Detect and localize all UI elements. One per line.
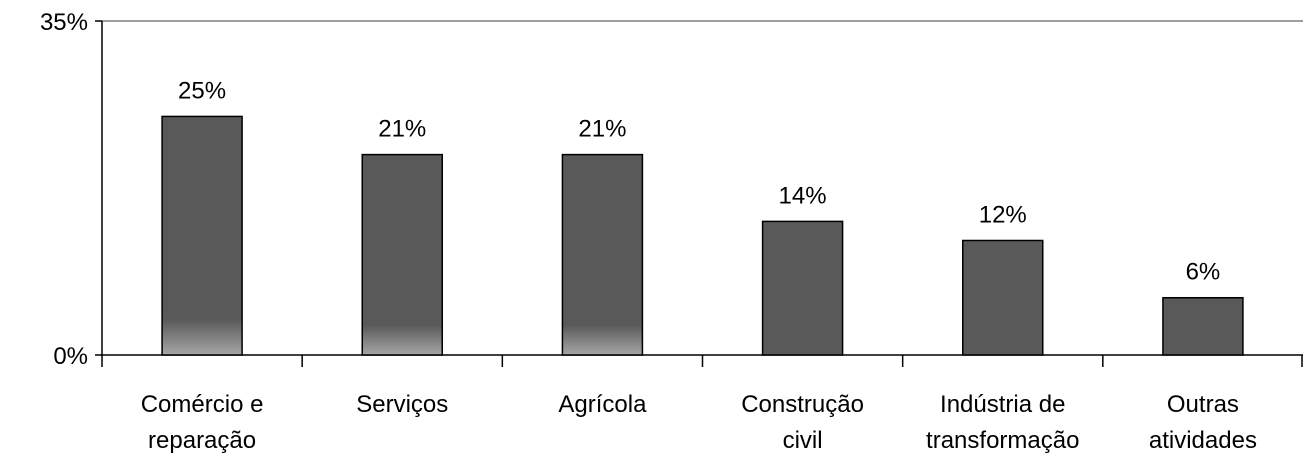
data-label: 12% bbox=[979, 201, 1027, 228]
x-tick-label: Comércio e bbox=[141, 391, 264, 418]
y-tick-label: 0% bbox=[53, 343, 88, 370]
x-tick-label: Outras bbox=[1167, 391, 1239, 418]
labels: 0% 35% 25% Comércio e reparação 21% Serviços 21… bbox=[40, 9, 1257, 453]
data-label: 6% bbox=[1186, 259, 1221, 286]
bar bbox=[361, 153, 443, 356]
data-label: 21% bbox=[578, 116, 626, 143]
x-tick-label: Indústria de bbox=[940, 391, 1065, 418]
bar bbox=[161, 115, 243, 356]
bar bbox=[561, 153, 644, 356]
data-label: 25% bbox=[178, 77, 226, 104]
data-label: 14% bbox=[779, 182, 827, 209]
y-tick-label: 35% bbox=[40, 9, 88, 36]
axes bbox=[95, 20, 1303, 367]
x-tick-label: atividades bbox=[1149, 427, 1257, 453]
x-tick-label: Agrícola bbox=[558, 391, 647, 418]
x-tick-label: reparação bbox=[148, 427, 256, 453]
bar bbox=[1162, 296, 1244, 356]
x-tick-label: Serviços bbox=[356, 391, 448, 418]
x-tick-label: civil bbox=[783, 427, 823, 453]
x-tick-label: transformação bbox=[926, 427, 1079, 453]
data-label: 21% bbox=[378, 116, 426, 143]
x-tick-label: Construção bbox=[741, 391, 864, 418]
bar bbox=[761, 220, 844, 356]
bar bbox=[962, 239, 1044, 356]
bars bbox=[161, 115, 1244, 356]
